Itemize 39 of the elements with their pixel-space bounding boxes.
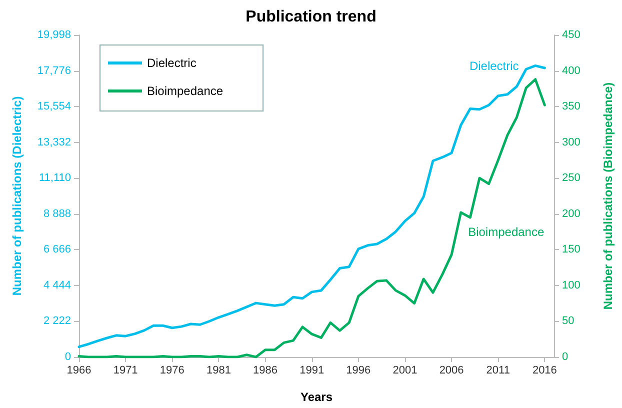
y-tick-label: 17,776 bbox=[37, 64, 71, 77]
x-tick-label: 2011 bbox=[486, 364, 510, 376]
annotation: Bioimpedance bbox=[468, 225, 544, 240]
y2-tick-label: 0 bbox=[562, 351, 568, 363]
y-tick-label: 8 888 bbox=[43, 208, 71, 220]
y-axis-title: Number of publications (Dielectric) bbox=[10, 96, 24, 296]
x-axis-title: Years bbox=[300, 390, 333, 404]
y-tick-label: 11,110 bbox=[38, 172, 71, 184]
y-tick-label: 2 222 bbox=[43, 315, 71, 328]
y2-tick-label: 150 bbox=[562, 244, 580, 256]
y2-axis-title: Number of publications (Bioimpedance) bbox=[601, 82, 615, 310]
x-tick-label: 1966 bbox=[66, 364, 92, 376]
legend-label: Bioimpedance bbox=[147, 84, 224, 98]
x-tick-label: 2001 bbox=[392, 364, 418, 376]
x-tick-label: 1981 bbox=[206, 364, 231, 376]
y-tick-label: 13,332 bbox=[37, 136, 71, 148]
y-tick-label: 6 666 bbox=[43, 244, 71, 256]
y2-tick-label: 250 bbox=[562, 172, 580, 184]
x-tick-label: 1996 bbox=[346, 364, 371, 376]
y2-tick-label: 350 bbox=[562, 100, 580, 113]
y2-tick-label: 450 bbox=[562, 29, 580, 41]
y2-tick-label: 400 bbox=[562, 64, 580, 77]
legend-label: Dielectric bbox=[147, 56, 196, 70]
x-tick-label: 1986 bbox=[253, 364, 278, 376]
y-tick-label: 19,998 bbox=[37, 29, 71, 41]
y2-tick-label: 50 bbox=[562, 315, 574, 328]
x-tick-label: 2016 bbox=[532, 364, 557, 376]
annotation: Dielectric bbox=[469, 58, 519, 73]
y2-tick-label: 200 bbox=[562, 208, 580, 220]
x-tick-label: 1976 bbox=[160, 364, 184, 376]
y-tick-label: 4 444 bbox=[43, 279, 71, 292]
chart-title: Publication trend bbox=[246, 8, 376, 26]
y2-tick-label: 100 bbox=[562, 279, 580, 292]
y-tick-label: 15,554 bbox=[37, 100, 71, 113]
y-tick-label: 0 bbox=[64, 351, 71, 363]
x-tick-label: 1971 bbox=[113, 364, 138, 376]
x-tick-label: 1991 bbox=[300, 364, 324, 376]
y2-tick-label: 300 bbox=[562, 136, 580, 148]
x-tick-label: 2006 bbox=[439, 364, 464, 376]
